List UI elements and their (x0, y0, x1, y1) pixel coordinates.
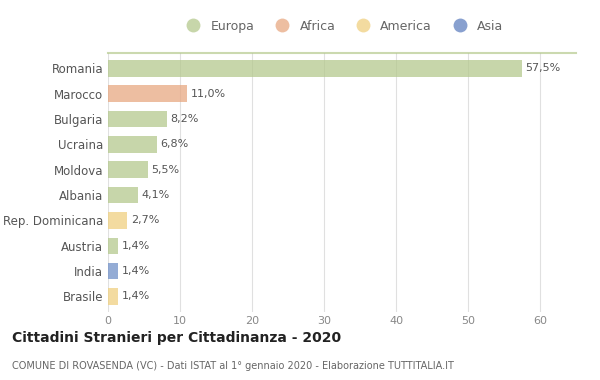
Text: COMUNE DI ROVASENDA (VC) - Dati ISTAT al 1° gennaio 2020 - Elaborazione TUTTITAL: COMUNE DI ROVASENDA (VC) - Dati ISTAT al… (12, 361, 454, 370)
Bar (108, 238, 118, 254)
Text: 8,2%: 8,2% (170, 114, 199, 124)
Bar (108, 136, 157, 153)
Bar (108, 162, 148, 178)
Text: Cittadini Stranieri per Cittadinanza - 2020: Cittadini Stranieri per Cittadinanza - 2… (12, 331, 341, 345)
Text: 11,0%: 11,0% (191, 89, 226, 99)
Text: 5,5%: 5,5% (151, 165, 179, 175)
Bar (108, 263, 118, 279)
Text: 1,4%: 1,4% (122, 241, 150, 251)
Bar (108, 86, 187, 102)
Bar (108, 212, 127, 229)
Text: 6,8%: 6,8% (161, 139, 189, 149)
Text: 1,4%: 1,4% (122, 266, 150, 276)
Text: 57,5%: 57,5% (526, 63, 561, 73)
Bar (108, 187, 137, 203)
Bar (108, 288, 118, 305)
Bar (108, 60, 522, 77)
Text: 2,7%: 2,7% (131, 215, 160, 225)
Bar (108, 111, 167, 127)
Text: 1,4%: 1,4% (122, 291, 150, 301)
Legend: Europa, Africa, America, Asia: Europa, Africa, America, Asia (177, 16, 507, 36)
Text: 4,1%: 4,1% (141, 190, 169, 200)
